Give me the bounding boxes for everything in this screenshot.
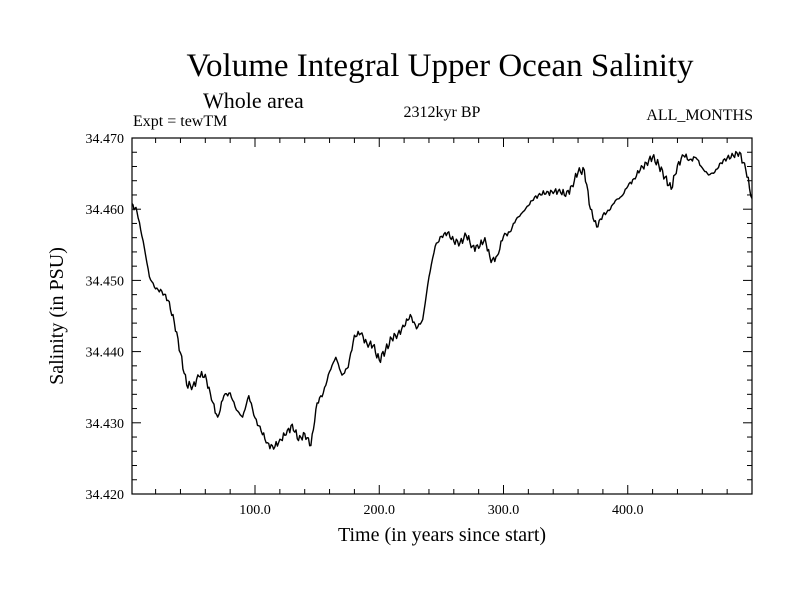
y-tick-label: 34.450 — [86, 274, 125, 289]
chart-subtitle: Whole area — [203, 88, 304, 113]
experiment-label: Expt = tewTM — [133, 113, 228, 130]
y-tick-label: 34.470 — [86, 132, 125, 147]
y-tick-label: 34.460 — [86, 203, 125, 218]
y-axis-label: Salinity (in PSU) — [46, 247, 68, 385]
x-tick-label: 100.0 — [239, 503, 271, 518]
months-label: ALL_MONTHS — [646, 107, 753, 124]
x-tick-label: 400.0 — [612, 503, 644, 518]
y-tick-label: 34.420 — [86, 488, 125, 503]
x-tick-label: 300.0 — [488, 503, 520, 518]
x-axis-label: Time (in years since start) — [338, 524, 546, 546]
series-layer — [131, 150, 753, 450]
era-label: 2312kyr BP — [403, 104, 481, 121]
plot-frame — [131, 137, 753, 495]
y-tick-label: 34.430 — [86, 417, 125, 432]
chart-title: Volume Integral Upper Ocean Salinity — [186, 48, 694, 84]
y-tick-label: 34.440 — [86, 346, 125, 361]
x-tick-label: 200.0 — [364, 503, 396, 518]
y-axis-ticks: 34.420 34.430 34.440 34.450 34.460 34.470 — [86, 132, 752, 503]
x-axis-ticks: 100.0 200.0 300.0 400.0 — [155, 138, 728, 518]
salinity-series-line — [131, 150, 753, 450]
